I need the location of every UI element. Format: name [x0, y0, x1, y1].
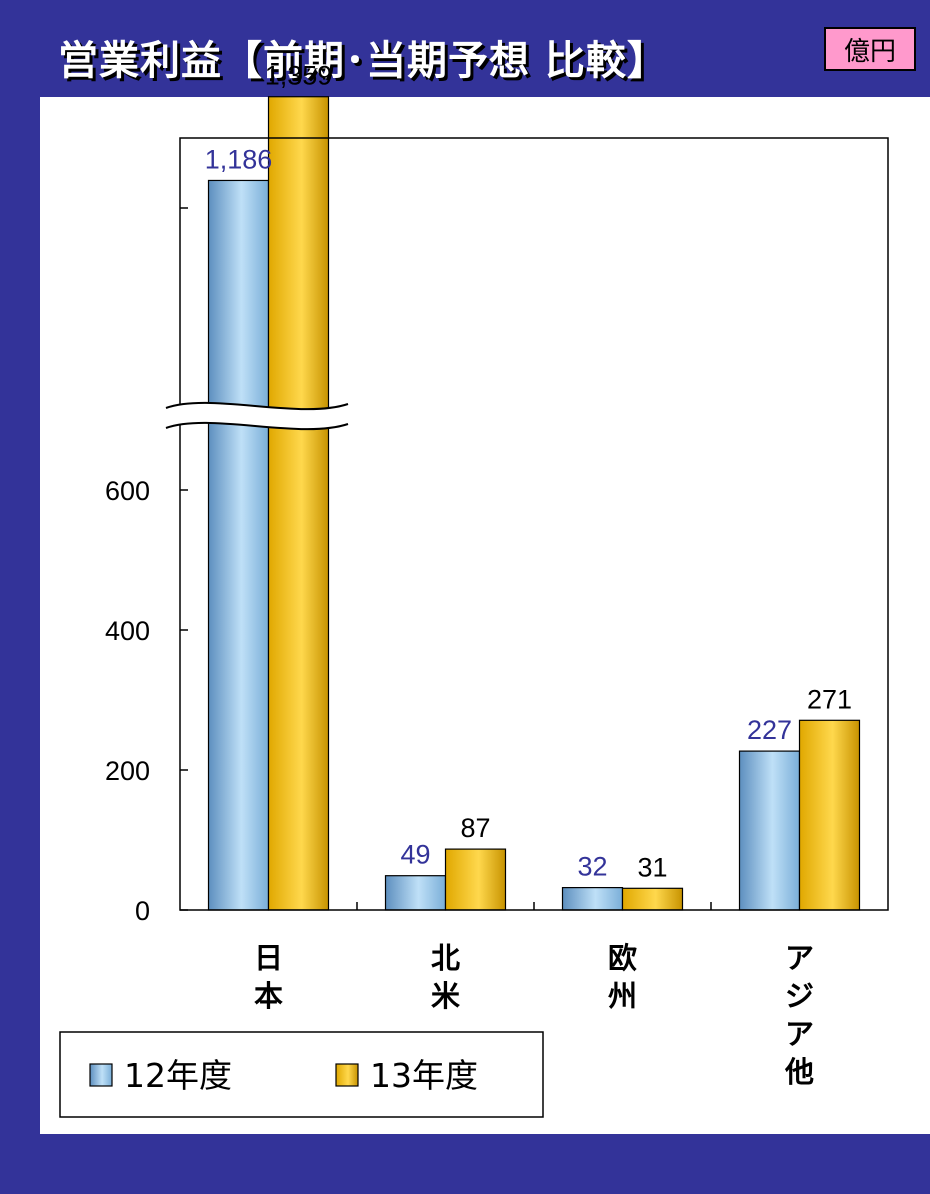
data-label: 32 — [577, 852, 607, 882]
x-category-label: アジア他 — [784, 941, 814, 1089]
bar-series-b — [444, 848, 507, 911]
chart-panel — [40, 97, 930, 1134]
bar-series-a — [738, 750, 801, 911]
data-label: 31 — [637, 852, 667, 882]
bar-series-a — [561, 886, 624, 911]
axes-layer — [165, 137, 889, 911]
x-category-label: 北米 — [431, 941, 460, 1013]
legend-label: 13年度 — [370, 1056, 478, 1095]
x-category-label: 日本 — [254, 941, 283, 1013]
legend-swatch — [335, 1063, 359, 1087]
unit-badge: 億円 — [824, 27, 916, 71]
bar-series-a — [384, 875, 447, 911]
bar-series-b — [798, 719, 861, 911]
labels-layer: 0 200 400 600 1,186 1,359 日本 49 87 北米 32 31 欧州 227 271… — [105, 61, 852, 1089]
legend: 12年度 13年度 — [59, 1031, 544, 1118]
chart-title: 営業利益【前期･当期予想 比較】 — [58, 38, 668, 84]
data-label: 87 — [460, 813, 490, 843]
y-tick-label: 600 — [105, 476, 150, 506]
legend-box — [59, 1031, 544, 1118]
bar-series-b — [621, 887, 684, 911]
axis-break-line — [165, 421, 349, 431]
bar-series-b — [267, 96, 330, 911]
legend-label: 12年度 — [124, 1056, 232, 1095]
data-label: 49 — [400, 840, 430, 870]
bar-series-a — [207, 179, 270, 911]
data-label: 1,186 — [205, 144, 273, 174]
axis-break-line — [165, 401, 349, 411]
y-tick-label: 400 — [105, 616, 150, 646]
legend-swatch — [89, 1063, 113, 1087]
data-label: 1,359 — [265, 61, 333, 91]
data-label: 227 — [747, 715, 792, 745]
y-tick-label: 0 — [135, 896, 150, 926]
data-label: 271 — [807, 684, 852, 714]
bars-layer — [207, 96, 861, 911]
y-tick-label: 200 — [105, 756, 150, 786]
x-category-label: 欧州 — [608, 941, 637, 1013]
